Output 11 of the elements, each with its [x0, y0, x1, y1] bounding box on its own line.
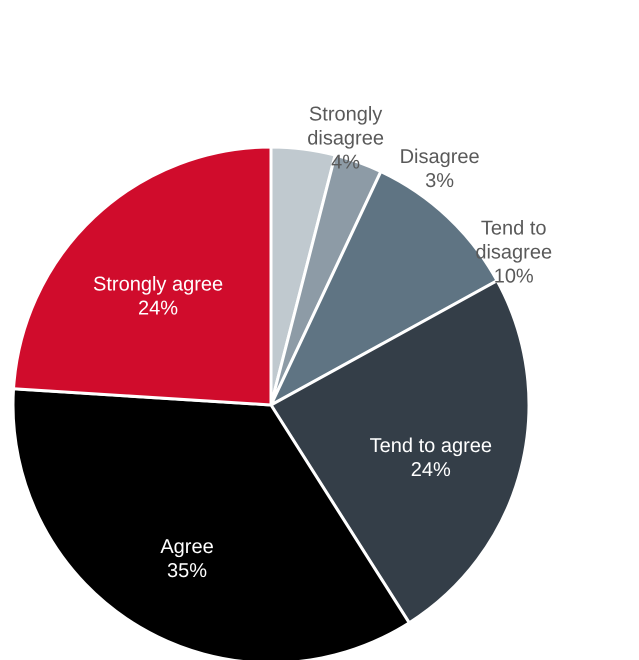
slice-label: Strongly disagree	[307, 103, 384, 150]
slice-label: Agree	[160, 536, 214, 558]
slice-label: Tend to agree	[370, 435, 492, 458]
slice-label: Strongly agree	[93, 274, 224, 296]
data-label: 10%	[494, 266, 534, 288]
data-label: 35%	[166, 560, 208, 582]
data-label: 24%	[138, 298, 178, 320]
data-label: 3%	[425, 170, 454, 192]
slice-label: Disagree	[400, 146, 480, 168]
data-label: 24%	[410, 459, 452, 482]
slice-label: Tend to disagree	[475, 218, 552, 264]
